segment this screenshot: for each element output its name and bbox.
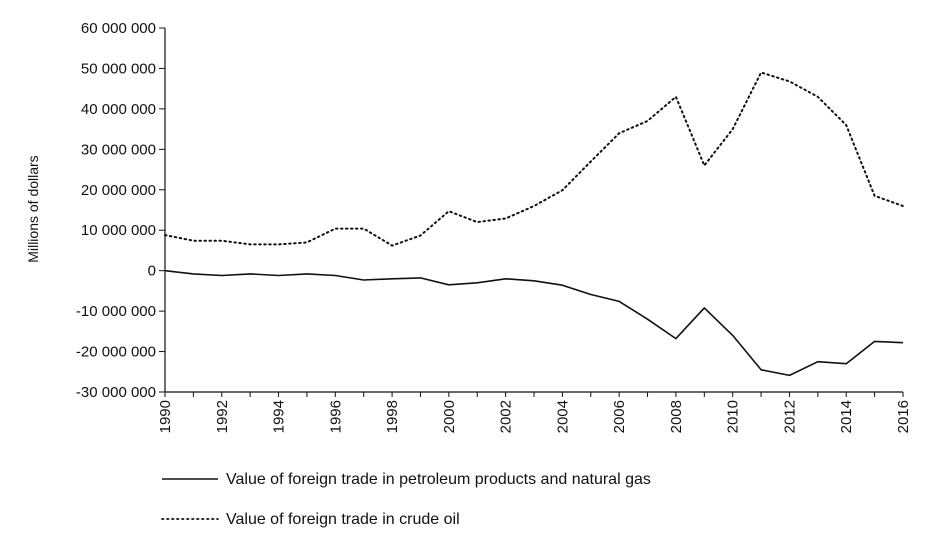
- x-tick-label: 2014: [838, 400, 855, 433]
- legend: Value of foreign trade in petroleum prod…: [161, 471, 651, 528]
- x-tick-label: 2016: [895, 400, 912, 433]
- y-tick-label: -10 000 000: [76, 303, 156, 320]
- x-tick-label: 1992: [214, 400, 231, 433]
- series-lines: [164, 71, 904, 377]
- y-tick-label: -20 000 000: [76, 344, 156, 361]
- legend-label-petroleum: Value of foreign trade in petroleum prod…: [226, 471, 651, 488]
- x-tick-label: 1998: [384, 400, 401, 433]
- y-tick-label: 20 000 000: [81, 182, 156, 199]
- x-tick-label: 2008: [668, 400, 685, 433]
- x-tick-label: 2002: [498, 400, 515, 433]
- x-tick-label: 1994: [271, 400, 288, 433]
- x-tick-label: 1990: [157, 400, 174, 433]
- x-tick-label: 1996: [327, 400, 344, 433]
- y-tick-label: 40 000 000: [81, 101, 156, 118]
- x-tick-label: 2012: [781, 400, 798, 433]
- x-tick-label: 2010: [725, 400, 742, 433]
- y-axis-label: Millions of dollars: [25, 155, 41, 262]
- series-line-petroleum-gas: [164, 269, 904, 377]
- x-tick-label: 2000: [441, 400, 458, 433]
- y-tick-label: 0: [148, 263, 156, 280]
- series-line-crude-oil: [164, 71, 904, 247]
- y-tick-label: 50 000 000: [81, 60, 156, 77]
- y-axis-ticks: 60 000 000 50 000 000 40 000 000 30 000 000…: [76, 20, 165, 401]
- y-tick-label: 30 000 000: [81, 141, 156, 158]
- x-tick-label: 2004: [554, 400, 571, 433]
- legend-label-crude-oil: Value of foreign trade in crude oil: [226, 511, 460, 528]
- y-tick-label: 10 000 000: [81, 222, 156, 239]
- x-axis-ticks: 1990 1992 1994 1996 1998 2000 2002 2004 2006 2008…: [157, 392, 912, 433]
- y-tick-label: -30 000 000: [76, 384, 156, 401]
- y-tick-label: 60 000 000: [81, 20, 156, 37]
- x-tick-label: 2006: [611, 400, 628, 433]
